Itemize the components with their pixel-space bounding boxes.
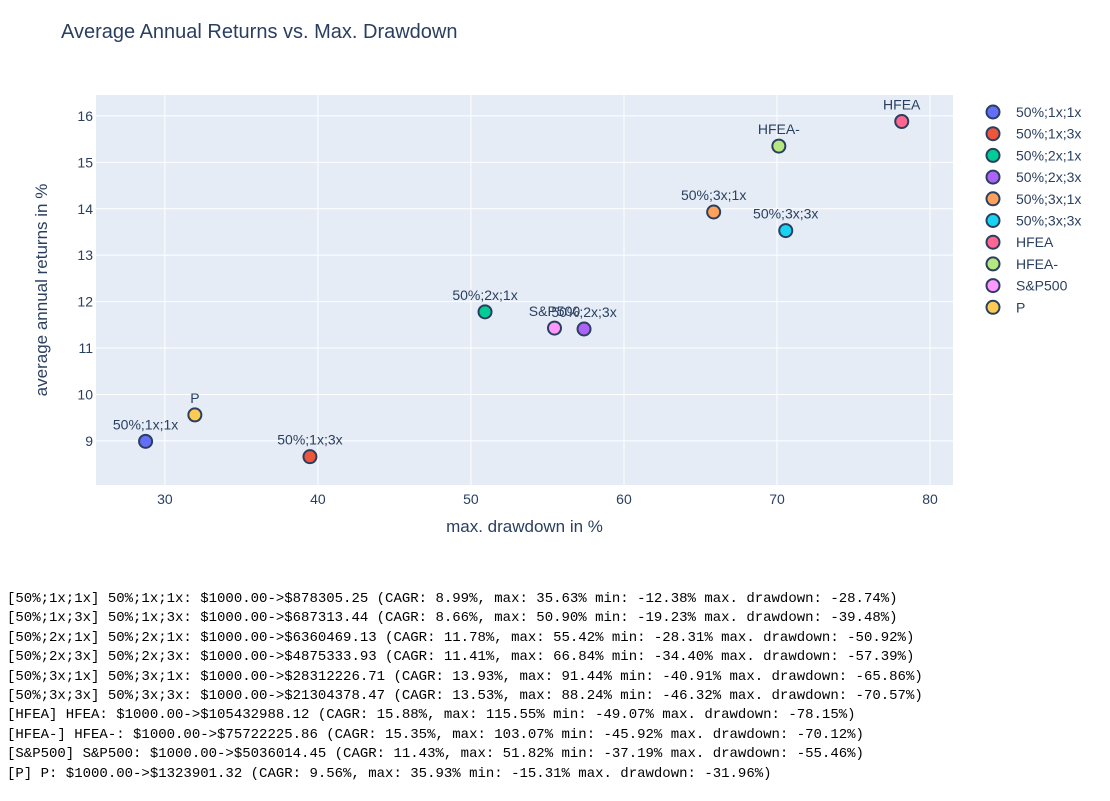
x-tick-label: 70 xyxy=(769,491,785,507)
legend-item[interactable]: HFEA xyxy=(985,234,1055,250)
x-tick-label: 50 xyxy=(463,491,479,507)
legend-item[interactable]: 50%;2x;3x xyxy=(985,169,1082,185)
data-point xyxy=(477,304,493,320)
legend-item[interactable]: 50%;2x;1x xyxy=(985,147,1082,163)
data-point xyxy=(778,223,794,239)
gridlines xyxy=(96,95,953,485)
output-line: [50%;1x;3x] 50%;1x;3x: $1000.00->$687313… xyxy=(7,610,898,627)
legend-marker xyxy=(985,169,1001,185)
legend-marker xyxy=(985,191,1001,207)
y-tick-label: 14 xyxy=(77,201,93,217)
y-tick-label: 16 xyxy=(77,108,93,124)
data-point xyxy=(138,433,154,449)
legend-item[interactable]: HFEA- xyxy=(985,256,1059,272)
output-line: [HFEA-] HFEA-: $1000.00->$75722225.86 (C… xyxy=(7,726,864,743)
legend-item[interactable]: 50%;1x;1x xyxy=(985,104,1082,120)
data-label: P xyxy=(190,390,199,406)
data-label: HFEA xyxy=(883,96,921,112)
legend-label: 50%;2x;1x xyxy=(1016,147,1081,163)
y-tick-label: 9 xyxy=(85,433,93,449)
legend-marker xyxy=(985,147,1001,163)
data-point xyxy=(302,449,318,465)
x-axis-ticks: 30 40 50 60 70 80 xyxy=(157,491,938,507)
y-tick-label: 10 xyxy=(77,386,93,402)
legend-label: 50%;1x;3x xyxy=(1016,126,1081,142)
x-tick-label: 30 xyxy=(157,491,173,507)
data-label: 50%;2x;3x xyxy=(551,304,616,320)
output-line: [50%;3x;3x] 50%;3x;3x: $1000.00->$213043… xyxy=(7,688,923,705)
data-label: 50%;1x;3x xyxy=(277,432,342,448)
data-label: 50%;3x;1x xyxy=(681,187,746,203)
legend-label: HFEA xyxy=(1016,234,1054,250)
data-point xyxy=(546,320,562,336)
console-output: [50%;1x;1x] 50%;1x;1x: $1000.00->$878305… xyxy=(7,590,923,784)
output-line: [50%;2x;1x] 50%;2x;1x: $1000.00->$636046… xyxy=(7,629,915,646)
y-tick-label: 13 xyxy=(77,247,93,263)
data-label: S&P500 xyxy=(529,303,581,319)
data-label: 50%;1x;1x xyxy=(113,416,178,432)
legend-marker xyxy=(985,299,1001,315)
legend-marker xyxy=(985,278,1001,294)
legend-item[interactable]: 50%;1x;3x xyxy=(985,126,1082,142)
data-points xyxy=(138,113,910,465)
legend-label: 50%;3x;3x xyxy=(1016,213,1081,229)
data-point xyxy=(771,138,787,154)
legend-item[interactable]: 50%;3x;3x xyxy=(985,213,1082,229)
legend-marker xyxy=(985,213,1001,228)
scatter-chart: Average Annual Returns vs. Max. Drawdown… xyxy=(32,21,1082,536)
y-tick-label: 15 xyxy=(77,154,93,170)
legend[interactable]: 50%;1x;1x 50%;1x;3x 50%;2x;1x 50%;2x;3x 50%;… xyxy=(985,104,1082,315)
legend-label: 50%;2x;3x xyxy=(1016,169,1081,185)
legend-marker xyxy=(985,256,1001,272)
legend-label: HFEA- xyxy=(1016,256,1058,272)
chart-title: Average Annual Returns vs. Max. Drawdown xyxy=(61,21,458,43)
point-labels: 50%;1x;1x 50%;1x;3x 50%;2x;1x 50%;2x;3x 50%;… xyxy=(113,96,921,447)
legend-marker xyxy=(985,126,1001,142)
y-axis-ticks: 9 10 11 12 13 14 15 16 xyxy=(77,108,93,449)
output-line: [50%;2x;3x] 50%;2x;3x: $1000.00->$487533… xyxy=(7,649,915,666)
legend-marker xyxy=(985,104,1001,120)
data-point xyxy=(894,113,910,129)
legend-label: P xyxy=(1016,299,1025,315)
data-label: 50%;3x;3x xyxy=(753,206,818,222)
output-line: [S&P500] S&P500: $1000.00->$5036014.45 (… xyxy=(7,746,864,763)
legend-marker xyxy=(985,234,1001,250)
output-line: [HFEA] HFEA: $1000.00->$105432988.12 (CA… xyxy=(7,707,856,724)
x-tick-label: 60 xyxy=(616,491,632,507)
x-axis-label: max. drawdown in % xyxy=(446,517,603,536)
plot-area xyxy=(96,95,953,485)
output-line: [50%;1x;1x] 50%;1x;1x: $1000.00->$878305… xyxy=(7,591,898,607)
output-line: [50%;3x;1x] 50%;3x;1x: $1000.00->$283122… xyxy=(7,668,923,685)
legend-item[interactable]: P xyxy=(985,299,1026,315)
output-line: [P] P: $1000.00->$1323901.32 (CAGR: 9.56… xyxy=(7,765,772,782)
data-label: 50%;2x;1x xyxy=(452,287,517,303)
data-label: HFEA- xyxy=(758,121,800,137)
x-tick-label: 40 xyxy=(310,491,326,507)
legend-label: S&P500 xyxy=(1016,278,1068,294)
legend-item[interactable]: S&P500 xyxy=(985,278,1068,294)
legend-label: 50%;1x;1x xyxy=(1016,104,1081,120)
y-tick-label: 11 xyxy=(78,340,93,356)
legend-item[interactable]: 50%;3x;1x xyxy=(985,191,1082,207)
data-point xyxy=(706,204,722,220)
y-axis-label: average annual returns in % xyxy=(32,184,51,397)
data-point xyxy=(576,321,592,337)
y-tick-label: 12 xyxy=(77,294,93,310)
x-tick-label: 80 xyxy=(922,491,938,507)
legend-label: 50%;3x;1x xyxy=(1016,191,1081,207)
data-point xyxy=(187,407,203,423)
